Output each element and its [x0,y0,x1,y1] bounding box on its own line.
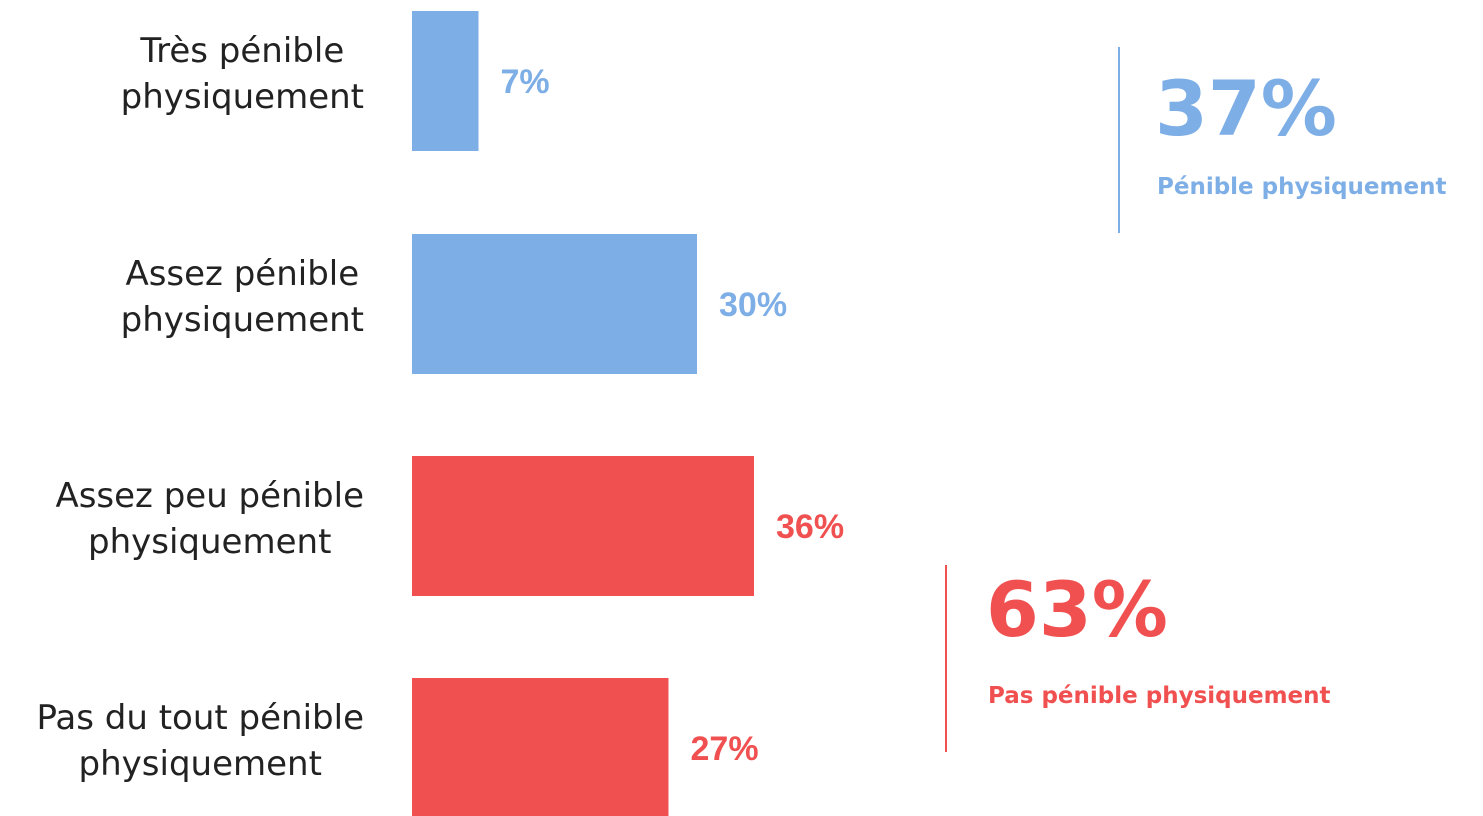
summary-pas-penible-value: 63% [986,565,1168,654]
bar-3 [412,678,669,816]
value-label-0: 7% [501,63,550,101]
value-label-2: 36% [776,508,844,546]
category-label-2: Assez peu pénible physiquement [55,476,364,562]
category-labels: Très pénible physiquement Assez pénible phy… [36,31,364,784]
category-label-0-line-1: physiquement [121,77,364,117]
bars-group [412,11,754,816]
summary-pas-penible: 63% Pas pénible physiquement [945,565,1331,752]
bar-0 [412,11,479,151]
category-label-1-line-1: physiquement [121,300,364,340]
summary-pas-penible-caption: Pas pénible physiquement [988,683,1331,709]
category-label-1: Assez pénible physiquement [121,254,364,340]
category-label-2-line-0: Assez peu pénible [55,476,364,516]
value-labels: 7% 30% 36% 27% [501,63,845,768]
summary-penible: 37% Pénible physiquement [1118,47,1446,233]
category-label-2-line-1: physiquement [88,522,331,562]
category-label-1-line-0: Assez pénible [125,254,359,294]
category-label-0-line-0: Très pénible [139,31,344,71]
value-label-3: 27% [691,730,759,768]
category-label-0: Très pénible physiquement [121,31,364,117]
category-label-3-line-0: Pas du tout pénible [36,698,364,738]
summary-penible-value: 37% [1155,64,1337,153]
bar-1 [412,234,697,374]
value-label-1: 30% [719,286,787,324]
category-label-3-line-1: physiquement [79,744,322,784]
bar-2 [412,456,754,596]
category-label-3: Pas du tout pénible physiquement [36,698,364,784]
summary-penible-caption: Pénible physiquement [1157,174,1446,200]
